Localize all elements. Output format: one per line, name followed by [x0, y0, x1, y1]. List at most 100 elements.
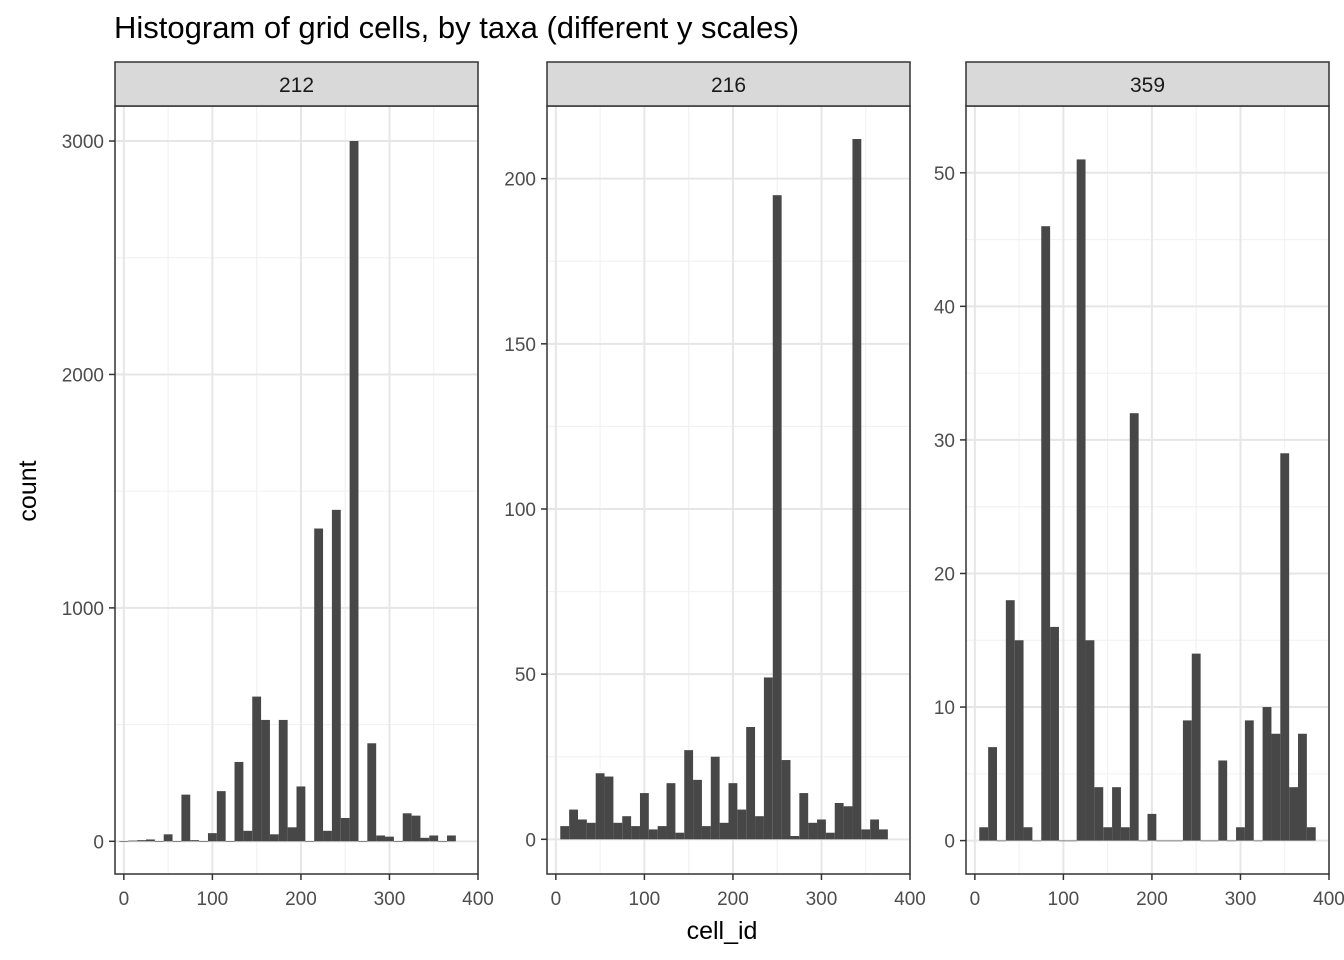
- histogram-bar: [728, 783, 738, 840]
- histogram-bar: [278, 719, 288, 842]
- facet-strip: [114, 61, 479, 107]
- histogram-bar: [586, 822, 596, 840]
- x-tick-label: 0: [119, 889, 130, 910]
- histogram-bar: [1253, 840, 1263, 842]
- histogram-bar: [701, 826, 711, 840]
- histogram-bar: [367, 743, 377, 842]
- histogram-bar: [199, 841, 208, 842]
- histogram-bar: [988, 747, 997, 841]
- y-tick-label: 200: [504, 170, 536, 191]
- x-tick-label: 400: [1313, 889, 1344, 910]
- histogram-bar: [1182, 720, 1192, 841]
- x-tick-label: 300: [374, 889, 406, 910]
- x-tick-label: 0: [970, 889, 981, 910]
- histogram-bar: [305, 841, 315, 842]
- histogram-bar: [1289, 787, 1299, 841]
- histogram-bar: [817, 819, 826, 840]
- histogram-bar: [710, 756, 720, 840]
- x-axis-title: cell_id: [687, 917, 758, 945]
- histogram-bar: [1156, 840, 1166, 842]
- histogram-bar: [1005, 600, 1015, 841]
- histogram-bar: [1165, 840, 1175, 842]
- x-tick-label: 200: [285, 889, 317, 910]
- facet-strip-label: 216: [711, 74, 746, 97]
- histogram-bar: [1014, 640, 1024, 841]
- histogram-bar: [385, 836, 394, 842]
- x-tick-label: 300: [1225, 889, 1257, 910]
- histogram-bar: [1067, 840, 1077, 842]
- histogram-bar: [622, 816, 632, 840]
- histogram-bar: [1085, 640, 1095, 841]
- y-tick-label: 30: [934, 431, 955, 452]
- histogram-bar: [613, 822, 623, 840]
- histogram-bar: [1200, 840, 1210, 842]
- x-tick-label: 200: [717, 889, 749, 910]
- histogram-bar: [1103, 827, 1113, 841]
- facet-strip-label: 359: [1130, 74, 1165, 97]
- histogram-bar: [207, 833, 217, 842]
- histogram-bar: [376, 835, 386, 842]
- x-tick-label: 400: [894, 889, 926, 910]
- histogram-bar: [799, 793, 809, 840]
- histogram-bar: [737, 809, 747, 840]
- histogram-bar: [577, 819, 587, 840]
- histogram-bar: [172, 841, 182, 842]
- histogram-bar: [1227, 840, 1237, 842]
- histogram-bar: [755, 816, 764, 840]
- histogram-bar: [996, 840, 1006, 842]
- x-tick-label: 0: [551, 889, 562, 910]
- histogram-bar: [763, 677, 773, 840]
- x-tick-label: 300: [806, 889, 838, 910]
- histogram-bar: [1218, 760, 1228, 841]
- panel-212: 212 0 100 200 300 400 0 1000 2000 3000: [62, 61, 494, 910]
- y-tick-label: 50: [515, 665, 536, 686]
- histogram-bar: [340, 817, 350, 842]
- y-tick-label: 20: [934, 564, 955, 585]
- histogram-bar: [358, 841, 368, 842]
- histogram-bar: [879, 829, 888, 840]
- histogram-bar: [569, 809, 578, 840]
- histogram-bar: [181, 794, 191, 842]
- y-tick-label: 2000: [62, 365, 104, 386]
- histogram-bar: [393, 841, 403, 842]
- histogram-bar: [693, 779, 702, 840]
- histogram-bar: [216, 791, 226, 842]
- histogram-bar: [1041, 226, 1051, 841]
- histogram-bar: [631, 826, 640, 840]
- histogram-bar: [402, 813, 412, 842]
- histogram-bar: [648, 829, 658, 840]
- facet-strip-label: 212: [279, 74, 314, 97]
- histogram-bar: [1271, 733, 1281, 841]
- y-tick-label: 3000: [62, 132, 104, 153]
- histogram-bar: [411, 815, 421, 842]
- histogram-bar: [1236, 827, 1245, 841]
- x-tick-label: 100: [197, 889, 229, 910]
- histogram-bar: [1129, 413, 1139, 841]
- histogram-bar: [137, 840, 146, 842]
- x-tick-label: 100: [629, 889, 661, 910]
- histogram-bar: [1032, 840, 1042, 842]
- histogram-bar: [870, 819, 880, 840]
- histogram-bar: [323, 830, 332, 842]
- histogram-bar: [772, 195, 782, 840]
- histogram-bar: [657, 826, 667, 840]
- histogram-bar: [145, 839, 155, 842]
- facet-strip: [965, 61, 1330, 107]
- histogram-bar: [420, 837, 430, 842]
- histogram-bar: [666, 783, 676, 840]
- histogram-bar: [225, 841, 235, 842]
- histogram-bar: [252, 696, 262, 842]
- x-tick-label: 200: [1136, 889, 1168, 910]
- histogram-bar: [287, 827, 297, 842]
- histogram-bar: [1138, 840, 1148, 842]
- y-tick-label: 100: [504, 500, 536, 521]
- histogram-bar: [1209, 840, 1219, 842]
- histogram-bar: [429, 835, 439, 842]
- histogram-bar: [1244, 720, 1254, 841]
- y-axis-title: count: [14, 460, 42, 521]
- histogram-bar: [314, 528, 324, 842]
- histogram-bar: [790, 836, 800, 840]
- histogram-bar: [243, 830, 253, 842]
- histogram-bar: [675, 832, 685, 840]
